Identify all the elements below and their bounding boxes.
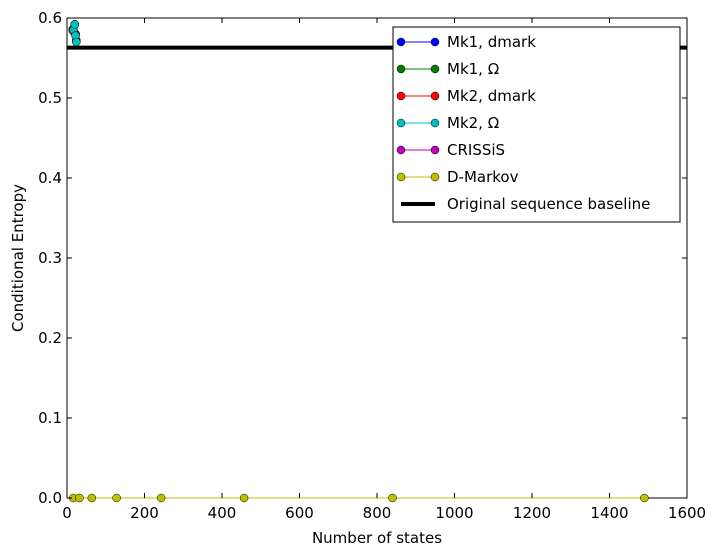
data-point <box>87 493 97 503</box>
data-point <box>156 493 166 503</box>
x-tick-label: 400 <box>208 504 237 522</box>
legend-marker <box>430 172 440 182</box>
y-axis-label: Conditional Entropy <box>9 184 27 332</box>
legend-label: Mk2, dmark <box>447 87 536 105</box>
legend-marker <box>396 172 406 182</box>
legend-label: D-Markov <box>447 168 519 186</box>
y-tick-label: 0.2 <box>38 329 62 347</box>
x-tick-label: 800 <box>363 504 392 522</box>
legend-item: CRISSiS <box>396 141 505 159</box>
y-tick-label: 0.6 <box>38 9 62 27</box>
y-tick-label: 0.1 <box>38 409 62 427</box>
x-tick-label: 0 <box>62 504 72 522</box>
legend: Mk1, dmark Mk1, Ω Mk2, dmark Mk2, Ω CRISSiS D… <box>392 26 681 223</box>
legend-item: D-Markov <box>396 168 519 186</box>
y-tick-label: 0.5 <box>38 89 62 107</box>
legend-item: Original sequence baseline <box>401 195 650 213</box>
x-axis: 0 200 400 600 800 1000 1200 1400 1600 <box>62 18 706 522</box>
y-tick-label: 0.3 <box>38 249 62 267</box>
data-point <box>388 493 397 503</box>
legend-box <box>392 26 681 223</box>
legend-item: Mk1, Ω <box>396 60 499 78</box>
legend-marker <box>430 37 440 47</box>
legend-label: Original sequence baseline <box>447 195 650 213</box>
data-point <box>239 493 249 503</box>
legend-marker <box>396 64 406 74</box>
y-tick-label: 0.4 <box>38 169 62 187</box>
legend-marker <box>396 118 406 128</box>
legend-marker <box>430 145 440 155</box>
x-axis-label: Number of states <box>312 529 442 547</box>
x-tick-label: 1600 <box>668 504 706 522</box>
legend-marker <box>396 145 406 155</box>
legend-label: Mk1, Ω <box>447 60 499 78</box>
data-point <box>640 493 649 503</box>
data-point <box>72 37 81 47</box>
legend-label: CRISSiS <box>447 141 505 159</box>
legend-marker <box>430 91 440 101</box>
legend-item: Mk1, dmark <box>396 33 536 51</box>
x-tick-label: 600 <box>285 504 314 522</box>
legend-item: Mk2, dmark <box>396 87 536 105</box>
x-tick-label: 1200 <box>513 504 551 522</box>
legend-marker <box>430 64 440 74</box>
legend-marker <box>396 91 406 101</box>
x-tick-label: 1000 <box>435 504 473 522</box>
series-5 <box>68 493 649 503</box>
data-point <box>75 493 84 503</box>
legend-item: Mk2, Ω <box>396 114 499 132</box>
y-axis: 0.0 0.1 0.2 0.3 0.4 0.5 0.6 <box>38 9 687 507</box>
y-tick-label: 0.0 <box>38 489 62 507</box>
legend-marker <box>396 37 406 47</box>
x-tick-label: 1400 <box>590 504 628 522</box>
legend-label: Mk2, Ω <box>447 114 499 132</box>
data-point <box>112 493 121 503</box>
data-point <box>70 20 79 29</box>
legend-label: Mk1, dmark <box>447 33 536 51</box>
series-3 <box>69 20 81 47</box>
legend-marker <box>430 118 440 128</box>
x-tick-label: 200 <box>130 504 159 522</box>
